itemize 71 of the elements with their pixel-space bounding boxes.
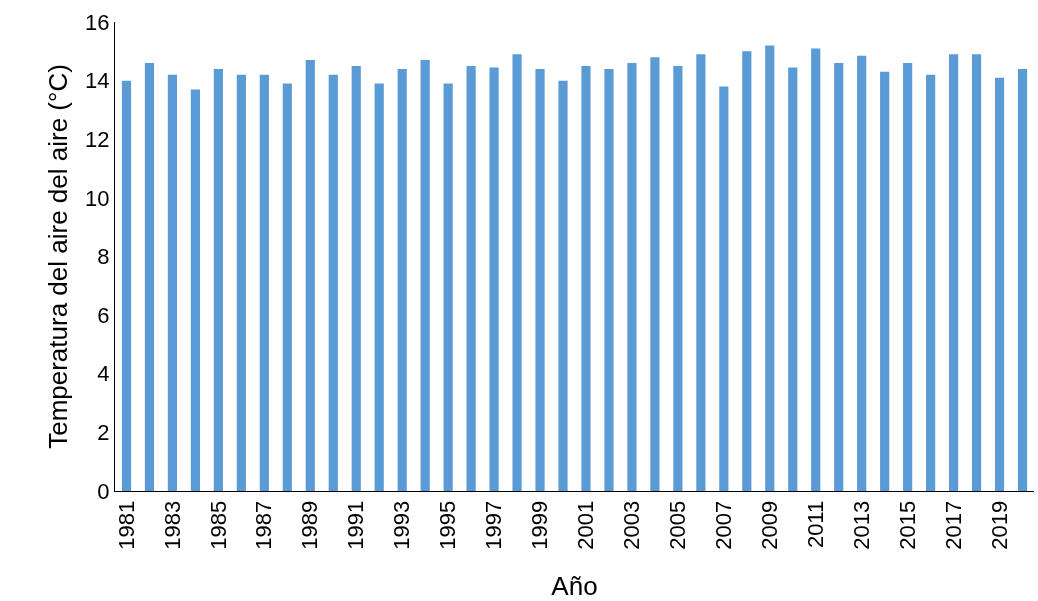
bar: [144, 63, 155, 491]
bar: [535, 68, 545, 491]
x-tick-label: 2019: [986, 500, 1012, 550]
x-tick-label: 2005: [665, 500, 691, 550]
x-tick-label: 1987: [251, 500, 277, 550]
y-tick-label: 8: [97, 244, 110, 270]
bar: [673, 65, 683, 491]
y-tick-label: 0: [97, 478, 110, 504]
bar: [512, 54, 522, 491]
y-tick-label: 14: [85, 68, 110, 94]
x-tick-label: 1999: [527, 500, 553, 550]
bar: [374, 83, 384, 491]
x-tick-label: 2013: [848, 500, 874, 550]
x-tick-label: 1997: [481, 500, 507, 550]
x-tick-label: 2009: [756, 500, 782, 550]
bar: [328, 74, 338, 491]
bar: [121, 80, 132, 491]
x-tick-label: 2003: [619, 500, 645, 550]
bar: [742, 51, 752, 491]
bar: [926, 74, 936, 491]
bar: [190, 89, 201, 491]
x-tick-label: 1981: [113, 500, 139, 550]
bar: [765, 45, 775, 491]
bar: [351, 65, 361, 491]
bar: [880, 71, 890, 491]
x-tick-label: 1993: [389, 500, 415, 550]
bar: [282, 83, 292, 491]
x-tick-label: 1989: [297, 500, 323, 550]
bar: [627, 63, 637, 491]
bar: [788, 67, 798, 491]
y-tick-label: 16: [85, 9, 110, 35]
bar: [466, 65, 476, 491]
bar: [971, 54, 982, 491]
bar: [604, 68, 614, 491]
bar: [236, 74, 246, 491]
x-tick-label: 2015: [894, 500, 920, 550]
bar: [948, 54, 959, 491]
bar: [811, 48, 821, 491]
x-tick-label: 2007: [710, 500, 736, 550]
bar: [696, 54, 706, 491]
x-tick-label: 1985: [205, 500, 231, 550]
bar: [305, 60, 315, 491]
bar: [259, 74, 269, 491]
bar: [489, 67, 499, 491]
bar: [994, 77, 1005, 491]
bar: [397, 68, 407, 491]
bar: [650, 57, 660, 491]
y-tick-label: 6: [97, 302, 110, 328]
x-axis-title: Año: [551, 571, 598, 601]
y-tick-label: 2: [97, 420, 110, 446]
bar: [443, 83, 453, 491]
x-tick-label: 1991: [343, 500, 369, 550]
bar: [1017, 68, 1028, 491]
x-tick-label: 1983: [159, 500, 185, 550]
bar: [581, 65, 591, 491]
bar: [167, 74, 178, 491]
x-tick-label: 2001: [573, 500, 599, 550]
x-tick-label: 2011: [802, 500, 828, 549]
bar: [213, 68, 223, 491]
bar: [420, 60, 430, 491]
y-tick-label: 4: [97, 361, 110, 387]
bar: [719, 86, 729, 491]
y-tick-label: 10: [85, 185, 110, 211]
x-tick-label: 2017: [940, 500, 966, 550]
bar: [834, 63, 844, 491]
bar: [903, 63, 913, 491]
x-tick-label: 1995: [435, 500, 461, 550]
bar: [558, 80, 568, 491]
y-axis-title: Temperatura del aire del aire (°C): [42, 64, 73, 449]
bar: [857, 55, 867, 491]
y-tick-label: 12: [85, 126, 110, 152]
